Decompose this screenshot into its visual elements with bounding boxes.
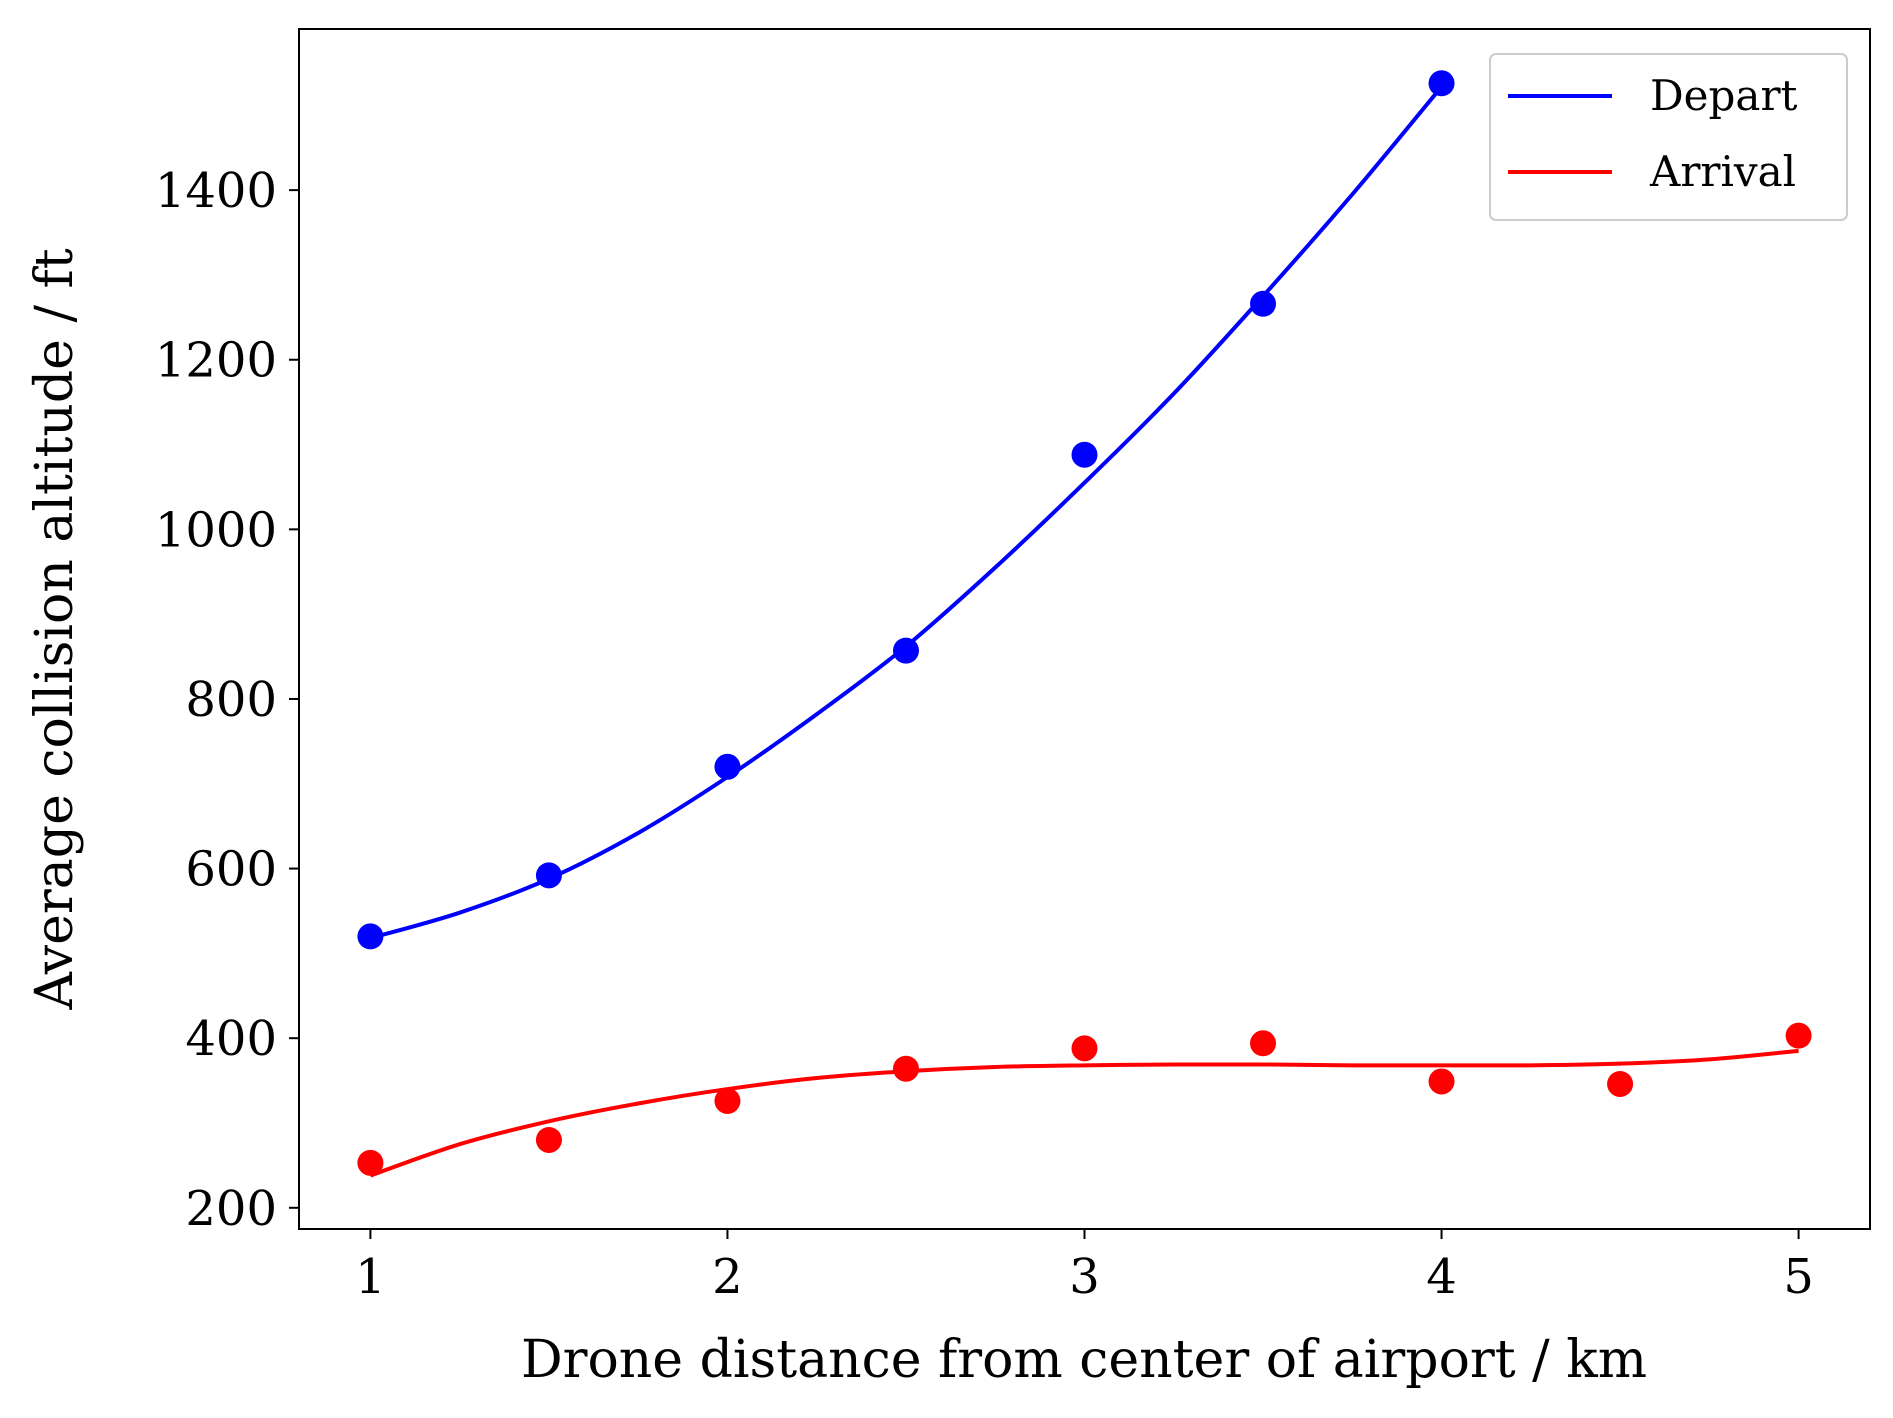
arrival-data-point	[1250, 1030, 1277, 1057]
y-tick-label: 400	[185, 1011, 277, 1067]
arrival-data-point	[1428, 1068, 1455, 1095]
y-tick-label: 1400	[155, 163, 277, 219]
x-axis-label: Drone distance from center of airport / …	[521, 1330, 1647, 1390]
y-tick-label: 1000	[155, 502, 277, 558]
depart-data-point	[892, 637, 919, 664]
x-tick-label: 2	[712, 1249, 743, 1305]
arrival-data-point	[357, 1149, 384, 1176]
arrival-data-point	[535, 1126, 562, 1153]
y-axis-label: Average collision altitude / ft	[25, 248, 85, 1010]
arrival-data-point	[1785, 1022, 1812, 1049]
depart-data-point	[535, 862, 562, 889]
depart-data-point	[1428, 70, 1455, 97]
y-tick-label: 800	[185, 672, 277, 728]
legend-label-arrival: Arrival	[1649, 147, 1796, 196]
y-tick-label: 600	[185, 842, 277, 898]
x-axis: 1 2 3 4 5	[355, 1229, 1814, 1305]
x-tick-label: 4	[1426, 1249, 1457, 1305]
depart-data-point	[1071, 441, 1098, 468]
x-tick-label: 5	[1783, 1249, 1814, 1305]
depart-data-point	[714, 753, 741, 780]
x-tick-label: 3	[1069, 1249, 1100, 1305]
arrival-data-point	[1607, 1070, 1634, 1097]
arrival-data-point	[714, 1087, 741, 1114]
depart-data-point	[357, 923, 384, 950]
x-tick-label: 1	[355, 1249, 386, 1305]
arrival-fit-line	[369, 1048, 1799, 1178]
y-axis: 200 400 600 800 1000 1200 1400	[155, 163, 299, 1237]
legend-label-depart: Depart	[1650, 71, 1798, 120]
y-tick-label: 200	[185, 1181, 277, 1237]
legend: Depart Arrival	[1489, 53, 1848, 221]
arrival-data-point	[892, 1055, 919, 1082]
depart-data-point	[1250, 290, 1277, 317]
y-tick-label: 1200	[155, 333, 277, 389]
plot-area	[357, 70, 1812, 1178]
arrival-data-point	[1071, 1035, 1098, 1062]
